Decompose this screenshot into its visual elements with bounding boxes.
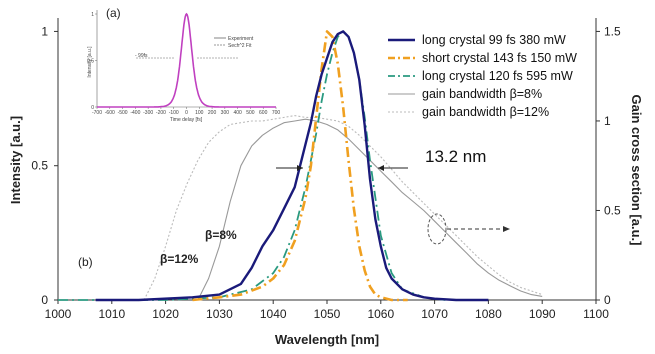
- inset-legend-2: Sech^2 Fit: [228, 43, 252, 49]
- inset-x-tick-label: -400: [130, 110, 140, 116]
- inset-y-tick-label: 0: [91, 105, 94, 111]
- y2-ticks: 0 0.5 1 1.5: [596, 24, 621, 307]
- y-tick-label: 0.5: [31, 159, 48, 173]
- fwhm-arrowhead-left: [297, 165, 303, 171]
- series-line: [192, 30, 408, 302]
- series-line: [143, 115, 543, 301]
- legend-label: short crystal 143 fs 150 mW: [422, 51, 577, 65]
- inset-chart: (a) -700 -600 -500 -400 -300 -200 -100 0 100 200 3…: [85, 6, 280, 123]
- inset-x-tick-label: 400: [233, 110, 242, 116]
- inset-x-tick-label: -100: [169, 110, 179, 116]
- inset-x-tick-label: -700: [92, 110, 102, 116]
- inset-x-tick-label: 700: [272, 110, 281, 116]
- legend-label: long crystal 120 fs 595 mW: [422, 69, 573, 83]
- legend-label: long crystal 99 fs 380 mW: [422, 33, 566, 47]
- legend-label: gain bandwidth β=8%: [422, 87, 542, 101]
- y2-tick-label: 1.5: [604, 24, 621, 38]
- inset-x-tick-label: 500: [246, 110, 255, 116]
- y-ticks: 00.51: [31, 24, 58, 307]
- x-tick-label: 1070: [421, 307, 448, 321]
- series-line: [95, 30, 489, 302]
- y-axis-label: Intensity [a.u.]: [8, 116, 23, 204]
- inset-panel-label: (a): [106, 6, 121, 20]
- inset-x-ticks: -700 -600 -500 -400 -300 -200 -100 0 100 200 300 40…: [92, 107, 280, 116]
- inset-y-label: Intensity [a.u.]: [87, 46, 93, 78]
- inset-x-tick-label: -600: [105, 110, 115, 116]
- inset-x-tick-label: 600: [259, 110, 268, 116]
- inset-x-tick-label: -300: [143, 110, 153, 116]
- x-ticks: 1000 1010 1020 1030 1040 1050 1060 1070 1080 1090…: [45, 300, 609, 321]
- y2-tick-label: 0: [604, 293, 611, 307]
- inset-x-tick-label: 200: [208, 110, 217, 116]
- inset-x-tick-label: -200: [156, 110, 166, 116]
- x-tick-label: 1000: [45, 307, 72, 321]
- inset-y-tick-label: 0.5: [87, 59, 94, 65]
- inset-y-ticks: 00.51: [87, 12, 97, 111]
- right-axis-pointer: [427, 213, 510, 245]
- series-layer: [58, 30, 543, 302]
- x-tick-label: 1040: [260, 307, 287, 321]
- inset-x-tick-label: 100: [195, 110, 204, 116]
- beta8-label: β=8%: [205, 228, 237, 242]
- x-tick-label: 1080: [475, 307, 502, 321]
- legend: long crystal 99 fs 380 mW short crystal 1…: [388, 33, 577, 119]
- inset-x-tick-label: -500: [118, 110, 128, 116]
- inset-y-tick-label: 1: [91, 12, 94, 18]
- panel-b-label: (b): [78, 255, 93, 269]
- x-tick-label: 1100: [583, 307, 609, 321]
- x-tick-label: 1050: [314, 307, 341, 321]
- inset-background: [85, 8, 280, 115]
- x-tick-label: 1090: [529, 307, 556, 321]
- gain-ellipse: [427, 213, 447, 245]
- inset-pulse-curve: [97, 12, 276, 108]
- beta12-label: β=12%: [160, 252, 199, 266]
- inset-fwhm-label: - 99fs: [135, 53, 148, 59]
- x-axis-label: Wavelength [nm]: [275, 332, 379, 347]
- dashed-arrowhead: [503, 226, 510, 232]
- legend-label: gain bandwidth β=12%: [422, 105, 549, 119]
- inset-legend-1: Experiment: [228, 36, 254, 42]
- x-tick-label: 1030: [206, 307, 233, 321]
- inset-x-tick-label: 0: [185, 110, 188, 116]
- series-line: [58, 30, 446, 301]
- y-tick-label: 1: [41, 24, 48, 38]
- x-tick-label: 1010: [98, 307, 125, 321]
- x-tick-label: 1060: [367, 307, 394, 321]
- y2-tick-label: 1: [604, 114, 611, 128]
- x-tick-label: 1020: [152, 307, 179, 321]
- fwhm-arrowhead-right: [378, 165, 384, 171]
- fwhm-label: 13.2 nm: [425, 147, 486, 166]
- inset-x-tick-label: 300: [221, 110, 230, 116]
- y-tick-label: 0: [41, 293, 48, 307]
- inset-x-label: Time delay [fs]: [170, 117, 203, 123]
- y2-axis-label: Gain cross section [a.u.]: [629, 95, 644, 246]
- y2-tick-label: 0.5: [604, 203, 621, 217]
- fwhm-annotation: 13.2 nm: [276, 147, 486, 171]
